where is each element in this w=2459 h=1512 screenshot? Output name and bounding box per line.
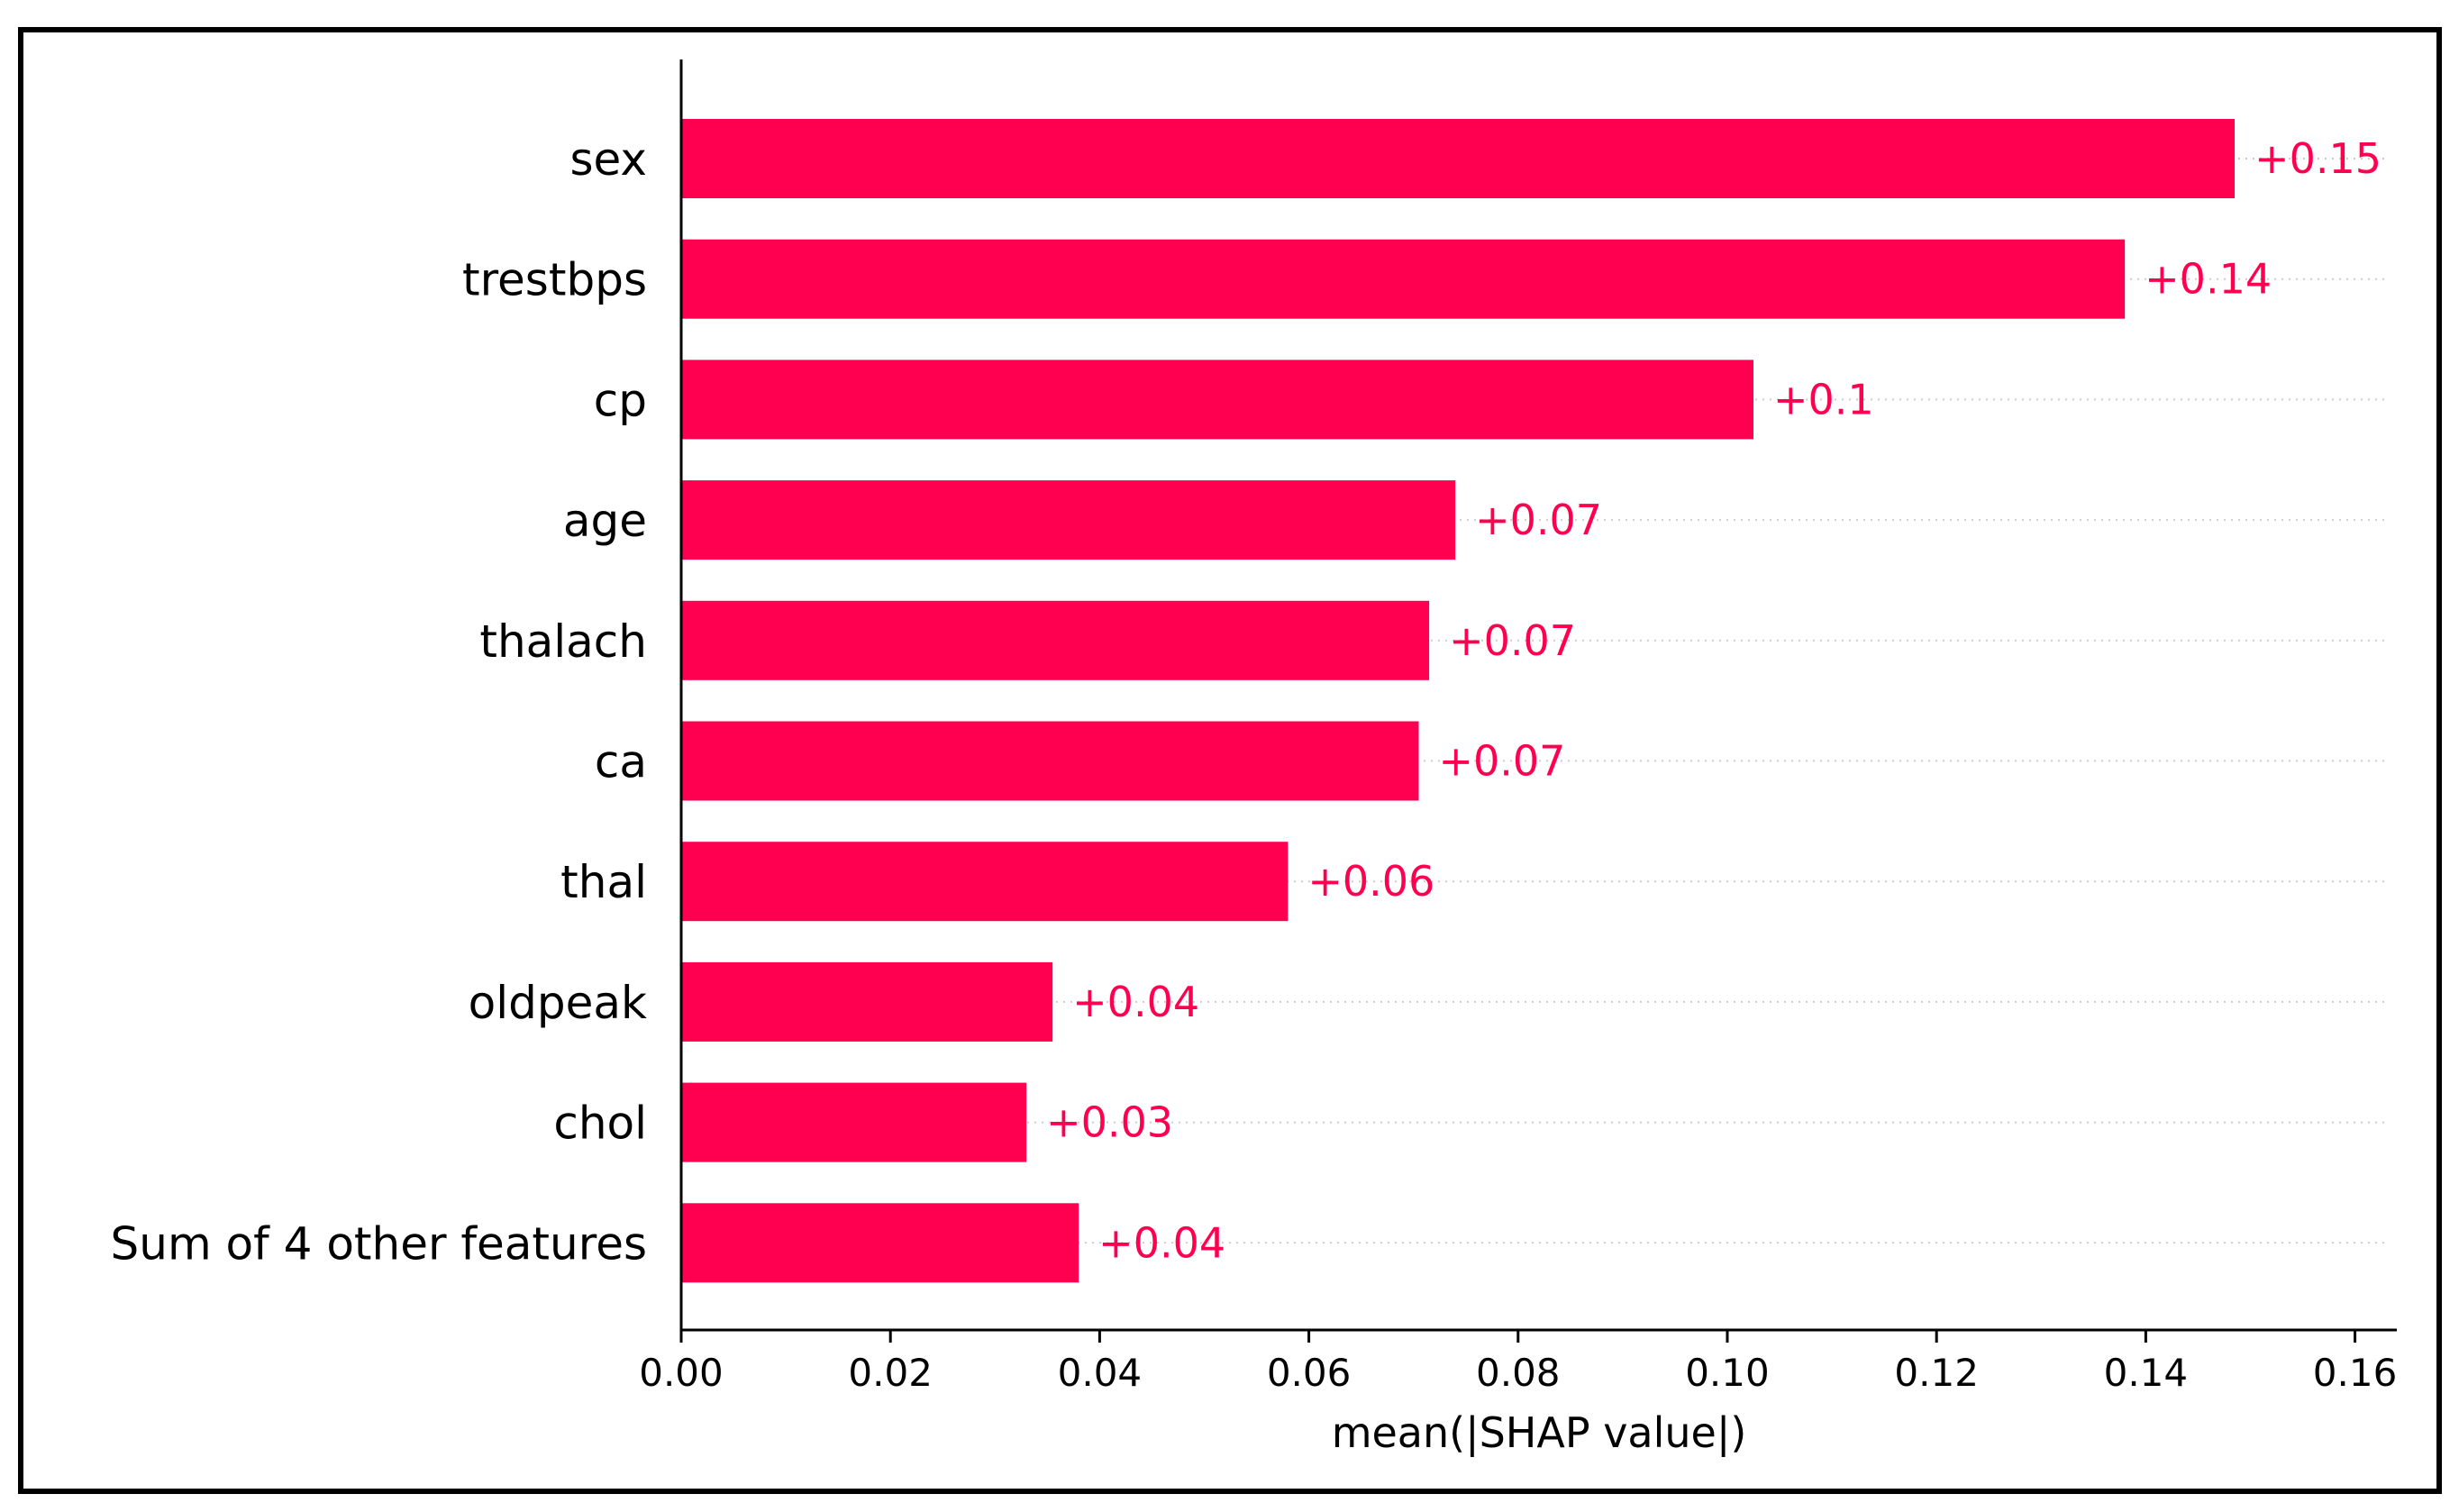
bar-value-label: +0.04 (1098, 1218, 1225, 1267)
bar (681, 721, 1419, 801)
x-tick-label: 0.02 (848, 1351, 933, 1395)
value-labels: +0.15 +0.14 +0.1 +0.07 +0.07 +0.07 +0.06 +0.04 +… (1046, 134, 2382, 1267)
x-tick-label: 0.10 (1685, 1351, 1770, 1395)
bar (681, 961, 1053, 1042)
feature-labels: sex trestbps cp age thalach ca thal oldpeak chol… (111, 133, 648, 1270)
x-tick-label: 0.04 (1058, 1351, 1143, 1395)
row-guides (681, 158, 2388, 1244)
bar (681, 1203, 1079, 1283)
x-ticks: 0.00 0.02 0.04 0.06 0.08 0.10 0.12 0.14 0.16 (639, 1330, 2397, 1395)
bar (681, 239, 2126, 319)
bar (681, 600, 1430, 680)
feature-label: thalach (479, 615, 647, 668)
x-tick-label: 0.16 (2313, 1351, 2398, 1395)
shap-bar-chart: +0.15 +0.14 +0.1 +0.07 +0.07 +0.07 +0.06 +0.04 +… (111, 59, 2397, 1458)
bar-value-label: +0.03 (1046, 1098, 1173, 1147)
bar-value-label: +0.04 (1072, 978, 1199, 1026)
bar-value-label: +0.06 (1307, 857, 1434, 906)
feature-label: age (563, 495, 647, 547)
feature-label: oldpeak (469, 977, 647, 1029)
bar-value-label: +0.14 (2145, 255, 2272, 304)
bar-value-label: +0.07 (1438, 737, 1565, 786)
chart-frame: +0.15 +0.14 +0.1 +0.07 +0.07 +0.07 +0.06 +0.04 +… (18, 27, 2442, 1494)
bars (681, 119, 2236, 1283)
bar-value-label: +0.1 (1773, 375, 1874, 424)
x-tick-label: 0.08 (1476, 1351, 1561, 1395)
x-tick-label: 0.00 (639, 1351, 724, 1395)
feature-label: trestbps (462, 254, 647, 306)
bar-value-label: +0.07 (1449, 616, 1576, 665)
axes (679, 59, 2397, 1332)
feature-label: Sum of 4 other features (111, 1217, 647, 1270)
feature-label: chol (553, 1098, 647, 1150)
bar-value-label: +0.07 (1475, 496, 1602, 544)
x-axis-label: mean(|SHAP value|) (1332, 1408, 1747, 1458)
x-tick-label: 0.06 (1267, 1351, 1352, 1395)
bar (681, 1082, 1027, 1162)
feature-label: cp (594, 374, 647, 426)
x-tick-label: 0.12 (1894, 1351, 1979, 1395)
bar-value-label: +0.15 (2254, 134, 2382, 183)
bar (681, 360, 1753, 440)
feature-label: sex (569, 133, 647, 186)
feature-label: thal (560, 856, 647, 908)
bar (681, 119, 2236, 198)
bar (681, 480, 1456, 560)
x-tick-label: 0.14 (2104, 1351, 2189, 1395)
bar (681, 842, 1289, 922)
feature-label: ca (595, 736, 647, 788)
